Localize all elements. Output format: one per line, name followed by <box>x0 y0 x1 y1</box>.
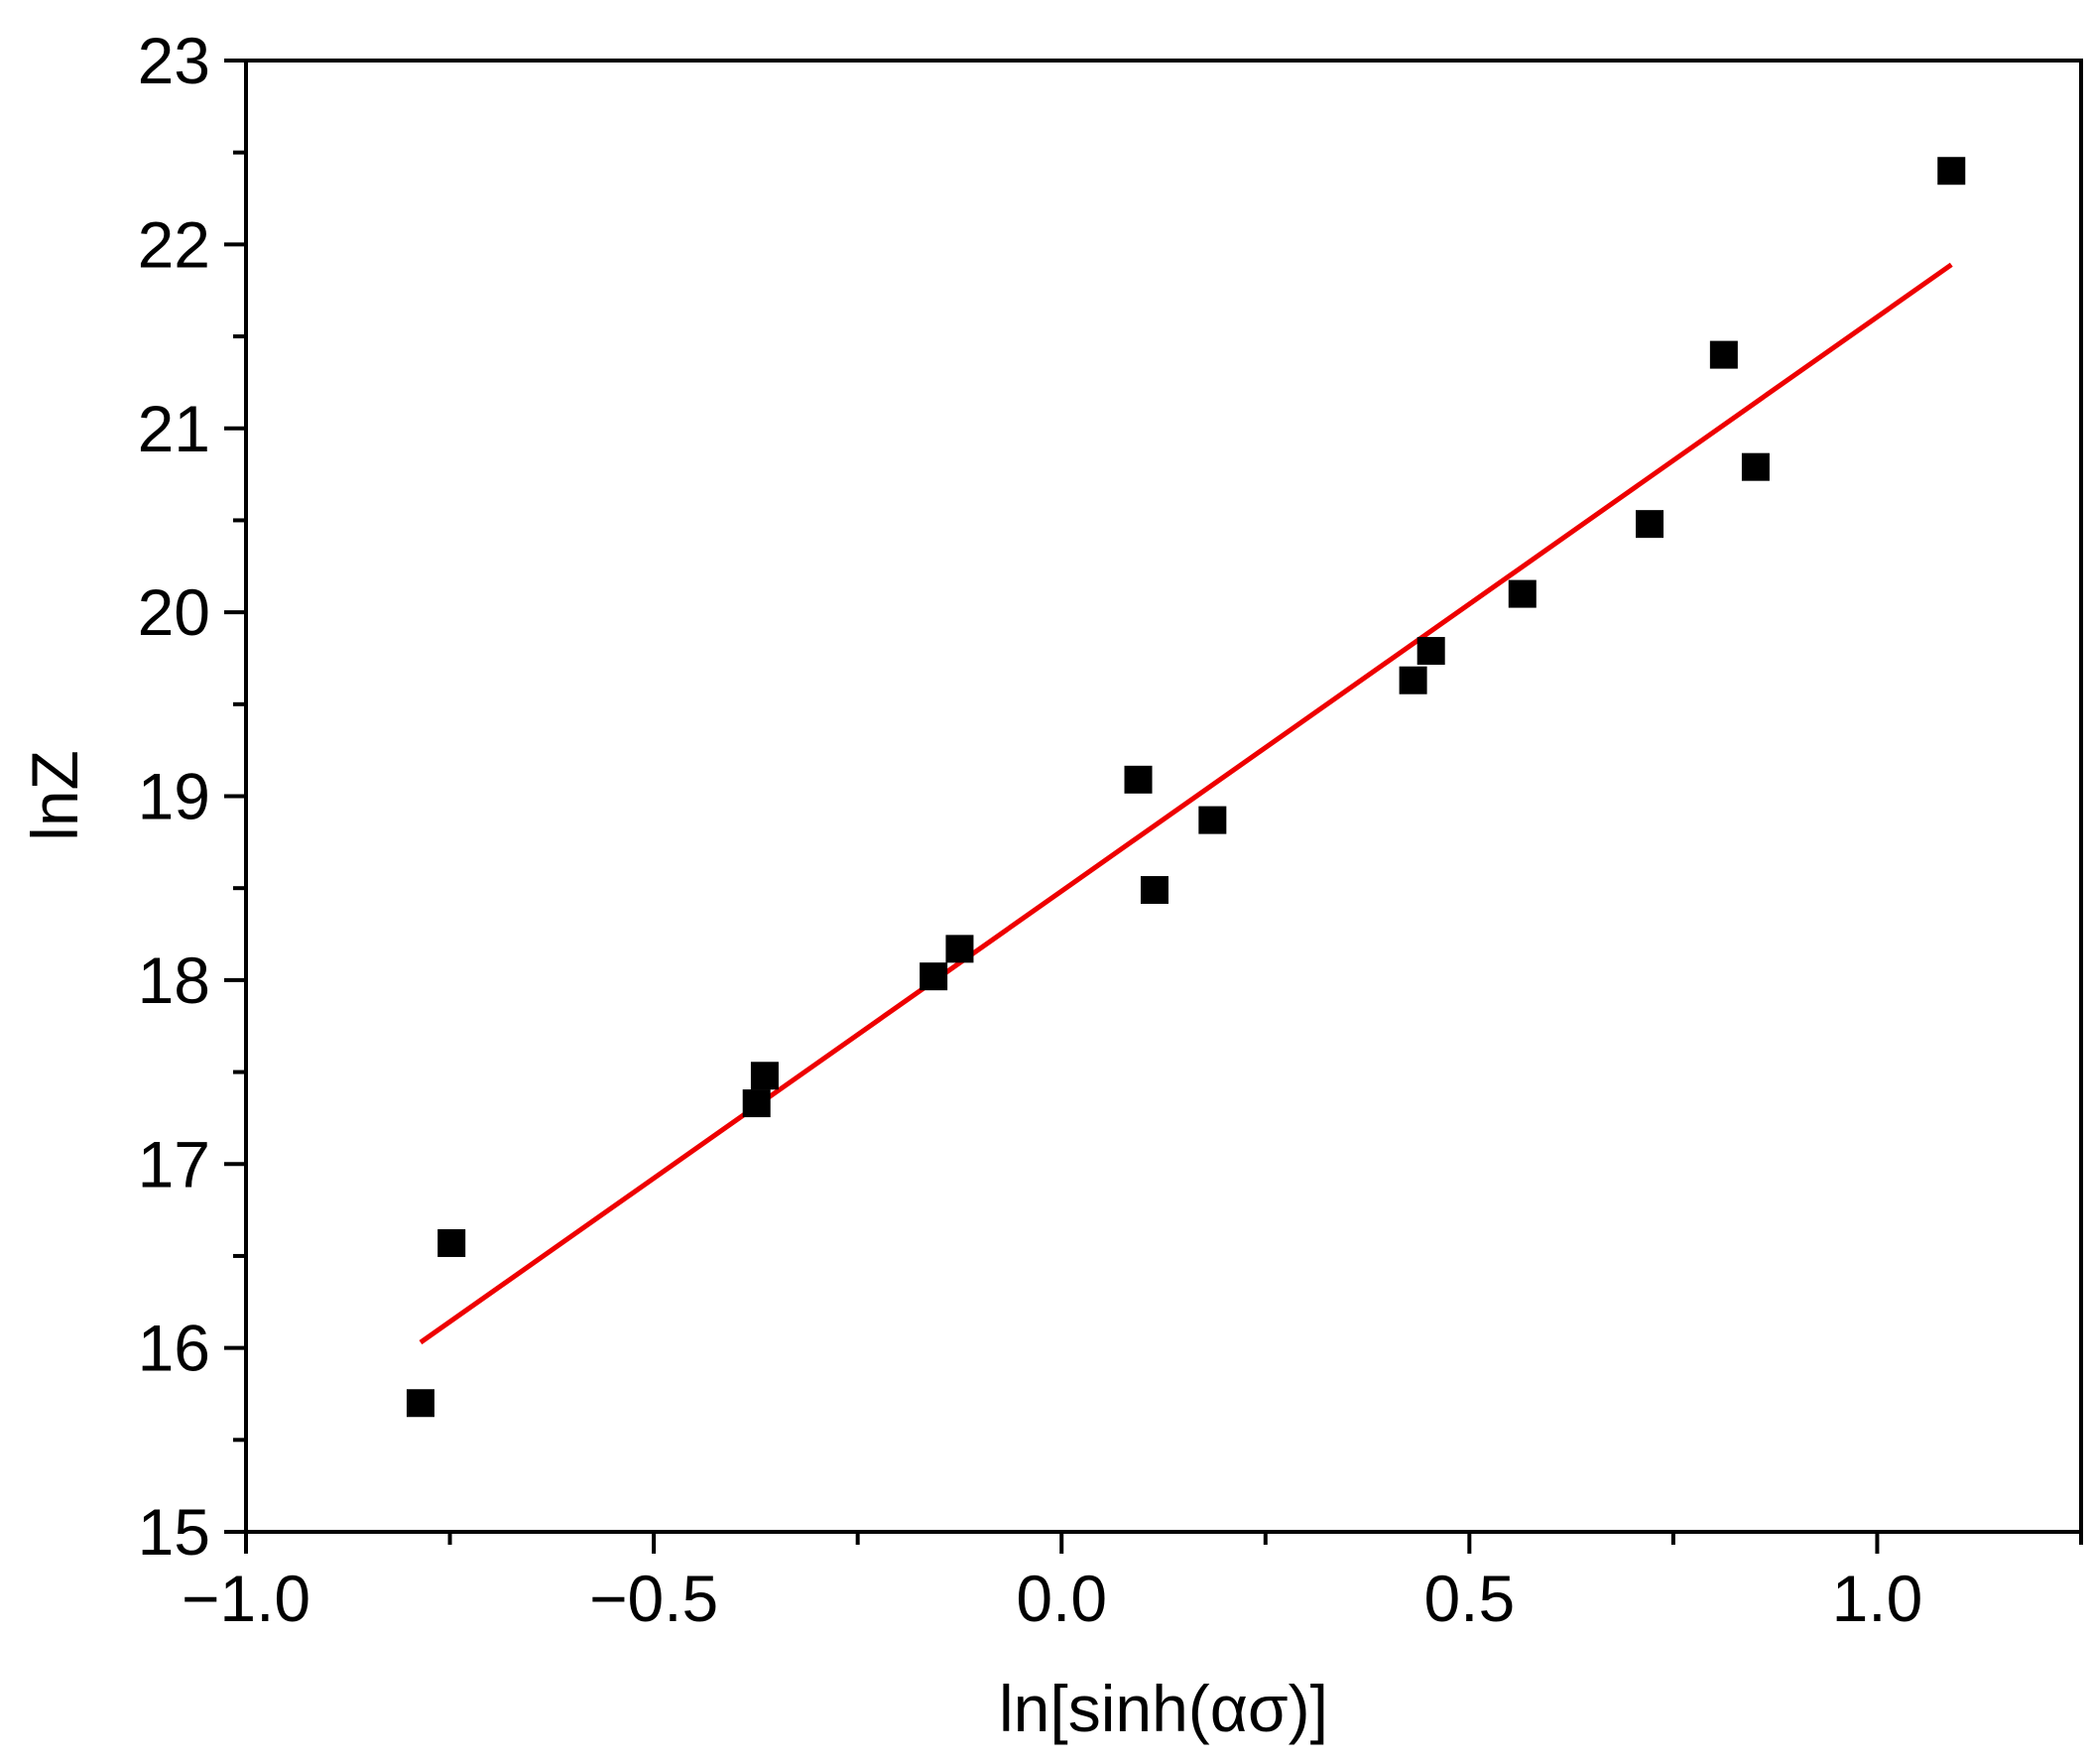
x-axis-ticks: −1.0 −0.5 0.0 0.5 1.0 <box>182 1532 2083 1635</box>
data-point-square <box>920 962 948 991</box>
y-tick-label: 21 <box>138 392 210 465</box>
y-tick-label: 20 <box>138 575 210 649</box>
y-tick-label: 22 <box>138 207 210 281</box>
y-tick-label: 18 <box>138 944 210 1017</box>
y-tick-label: 16 <box>138 1312 210 1385</box>
data-point-square <box>1741 452 1770 481</box>
x-tick-label: 0.5 <box>1423 1562 1515 1635</box>
data-point-square <box>1508 579 1537 608</box>
data-point-square <box>1416 637 1445 666</box>
data-point-square <box>1636 510 1664 539</box>
data-point-square <box>1709 340 1738 369</box>
data-point-square <box>437 1228 466 1257</box>
data-point-square <box>742 1089 771 1118</box>
data-point-square <box>750 1062 779 1090</box>
fit-line-group <box>419 262 1953 1345</box>
data-point-square <box>1198 806 1227 834</box>
y-tick-label: 23 <box>138 24 210 97</box>
data-point-square <box>1140 876 1169 905</box>
x-axis-title: ln[sinh(ασ)] <box>999 1672 1328 1745</box>
y-tick-label: 17 <box>138 1127 210 1200</box>
x-tick-label: 1.0 <box>1832 1562 1923 1635</box>
linear-fit-line <box>419 262 1953 1345</box>
y-axis-ticks: 15 16 17 18 19 20 21 22 23 <box>138 24 246 1569</box>
x-tick-label: −1.0 <box>182 1562 310 1635</box>
data-points-group <box>406 157 1966 1418</box>
plot-frame <box>244 59 2083 1534</box>
x-tick-label: −0.5 <box>589 1562 718 1635</box>
y-tick-label: 15 <box>138 1495 210 1569</box>
y-axis-title: lnZ <box>18 750 91 841</box>
data-point-square <box>1399 666 1427 694</box>
x-tick-label: 0.0 <box>1016 1562 1107 1635</box>
data-point-square <box>945 935 974 963</box>
data-point-square <box>1124 765 1153 794</box>
data-point-square <box>1937 157 1966 186</box>
y-tick-label: 19 <box>138 760 210 833</box>
data-point-square <box>406 1389 434 1418</box>
